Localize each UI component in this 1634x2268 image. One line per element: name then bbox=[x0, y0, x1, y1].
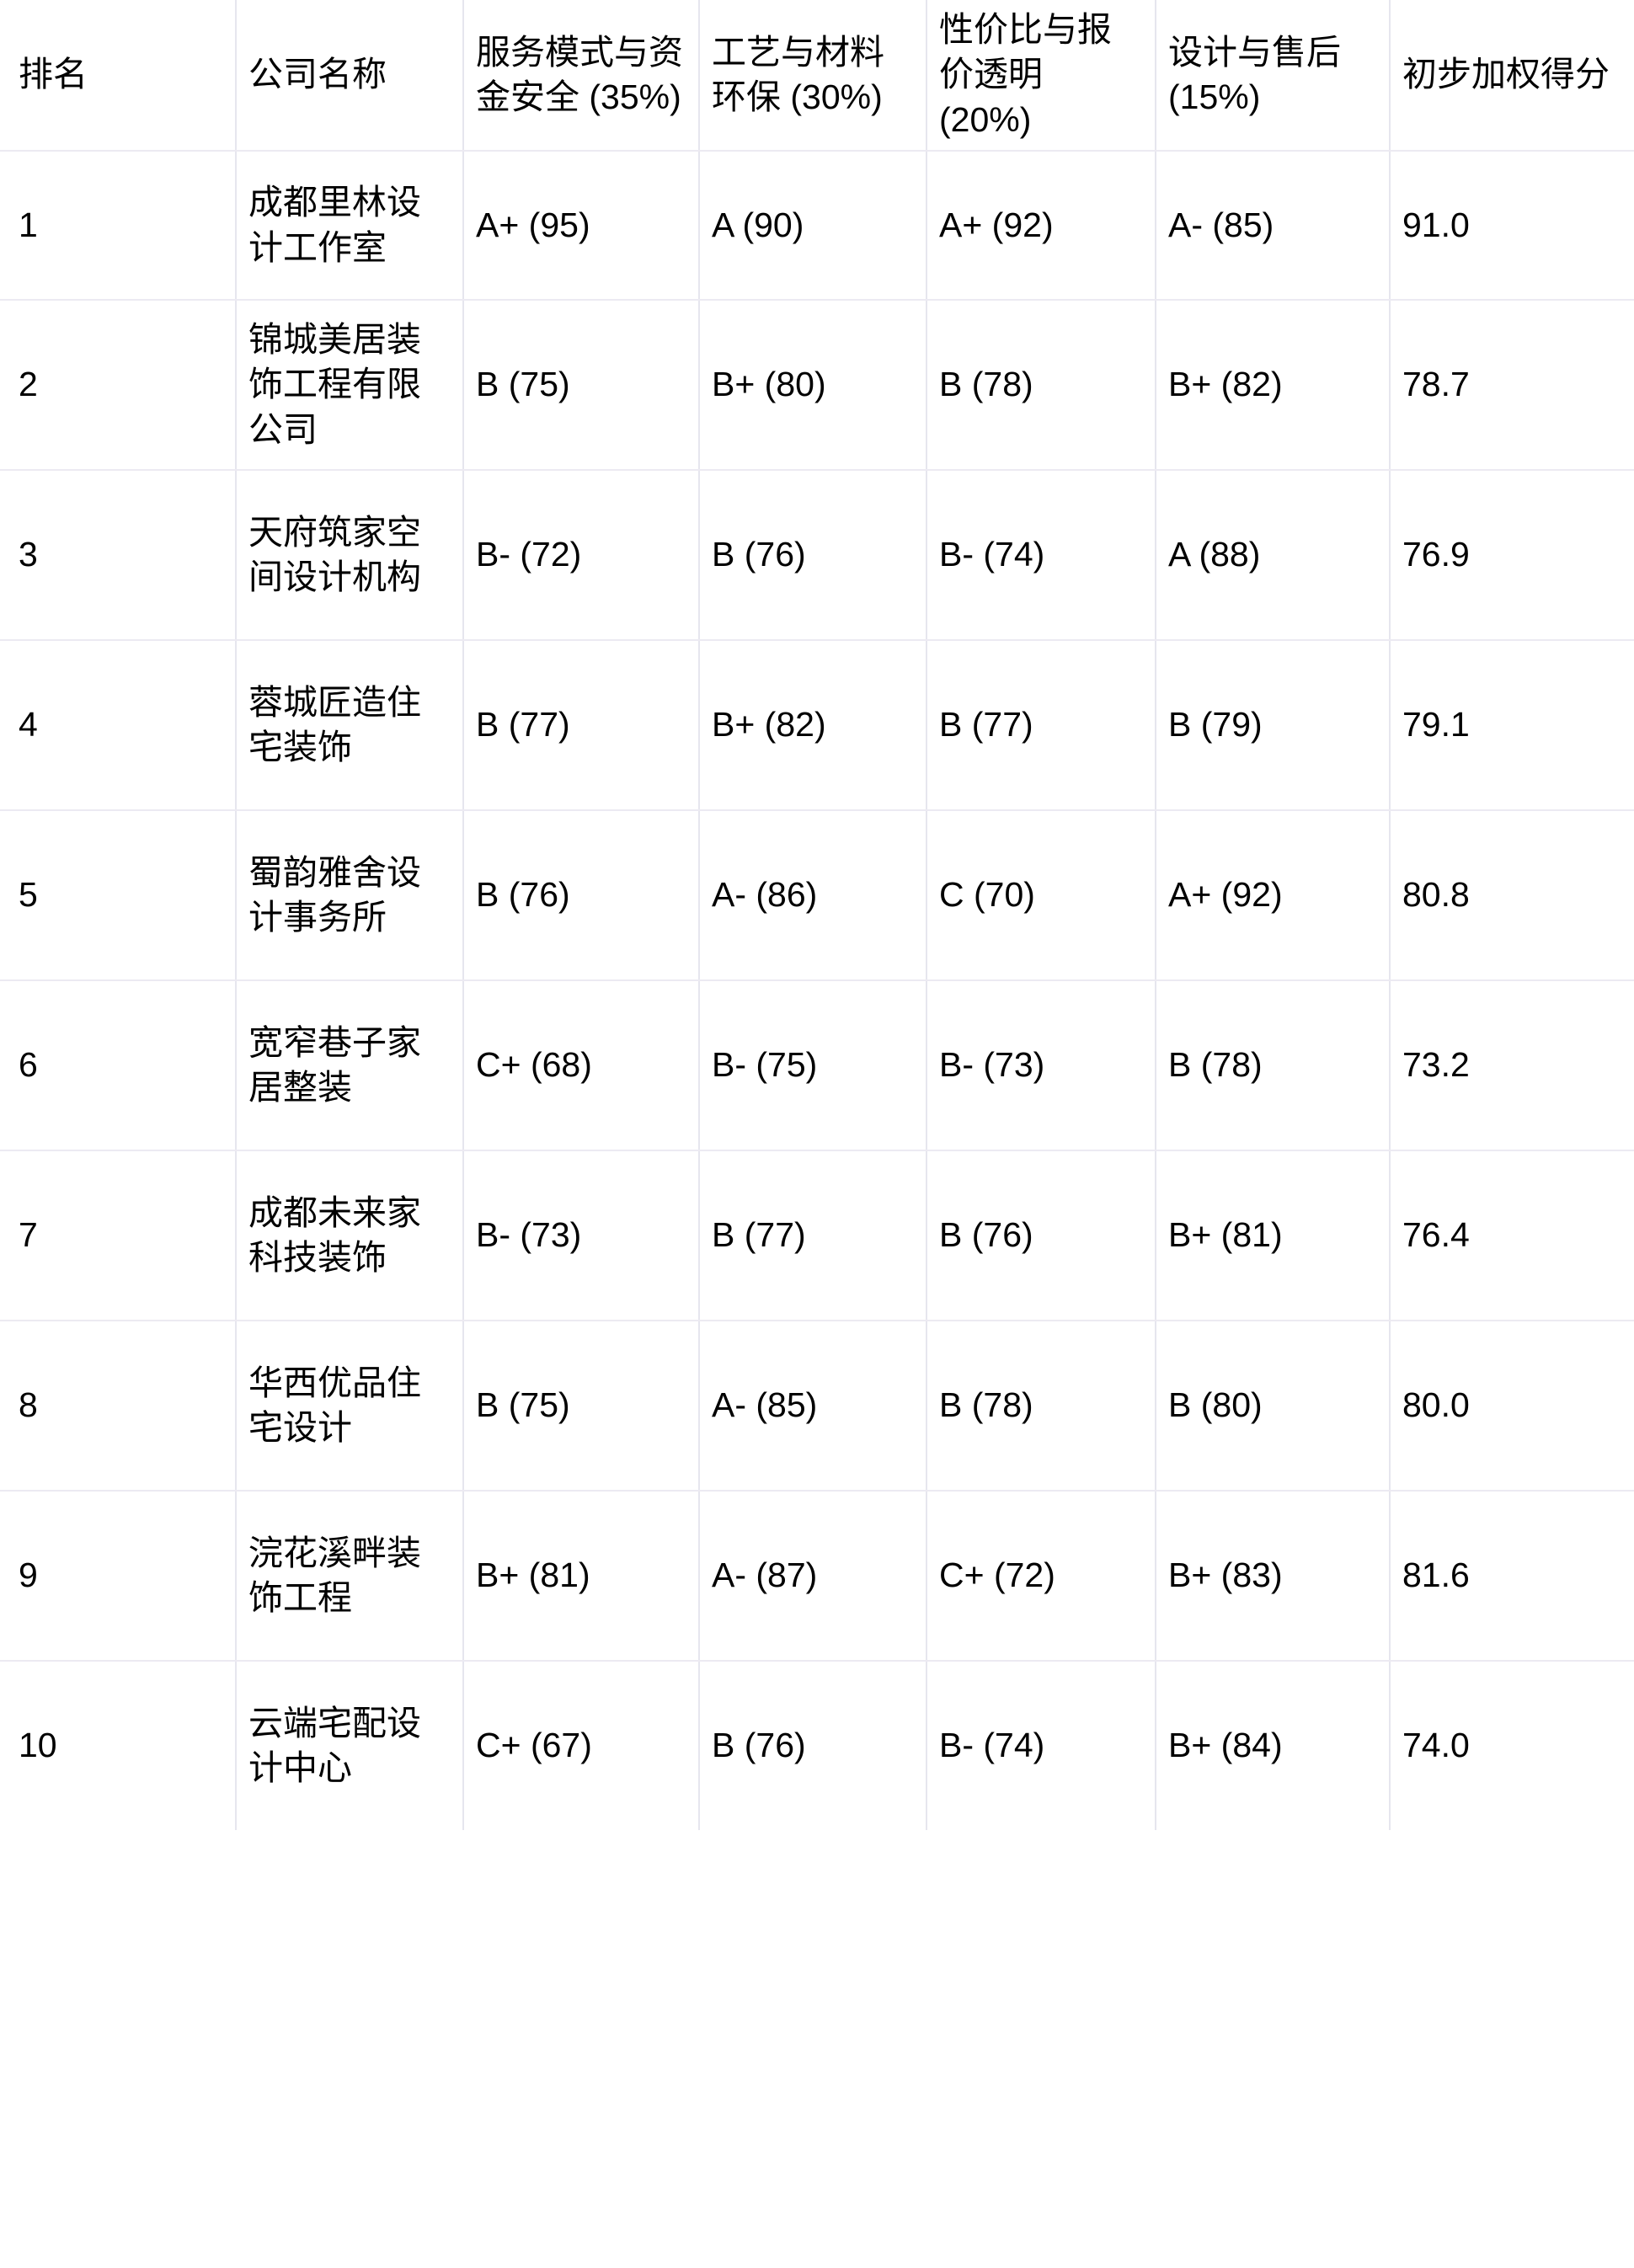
column-header-service-funds-safety: 服务模式与资金安全 (35%) bbox=[462, 0, 700, 152]
cell-rank: 8 bbox=[0, 1320, 237, 1492]
table-row: 2 锦城美居装饰工程有限公司 B (75) B+ (80) B (78) B+ … bbox=[0, 299, 1634, 471]
cell-company: 宽窄巷子家居整装 bbox=[235, 979, 464, 1151]
cell-score-craft-material-eco: B- (75) bbox=[698, 979, 927, 1151]
cell-company: 天府筑家空间设计机构 bbox=[235, 469, 464, 641]
table-header-row: 排名 公司名称 服务模式与资金安全 (35%) 工艺与材料环保 (30%) 性价… bbox=[0, 0, 1634, 152]
table-row: 5 蜀韵雅舍设计事务所 B (76) A- (86) C (70) A+ (92… bbox=[0, 809, 1634, 981]
cell-score-design-aftersales: B+ (83) bbox=[1155, 1490, 1391, 1662]
table-row: 8 华西优品住宅设计 B (75) A- (85) B (78) B (80) … bbox=[0, 1320, 1634, 1492]
cell-score-value-price-transparency: C+ (72) bbox=[926, 1490, 1156, 1662]
cell-weighted-score: 74.0 bbox=[1389, 1660, 1634, 1830]
table-row: 10 云端宅配设计中心 C+ (67) B (76) B- (74) B+ (8… bbox=[0, 1660, 1634, 1830]
cell-score-craft-material-eco: B (77) bbox=[698, 1150, 927, 1321]
cell-score-value-price-transparency: A+ (92) bbox=[926, 150, 1156, 301]
cell-score-design-aftersales: A- (85) bbox=[1155, 150, 1391, 301]
table-row: 6 宽窄巷子家居整装 C+ (68) B- (75) B- (73) B (78… bbox=[0, 979, 1634, 1151]
table-row: 9 浣花溪畔装饰工程 B+ (81) A- (87) C+ (72) B+ (8… bbox=[0, 1490, 1634, 1662]
cell-score-design-aftersales: A+ (92) bbox=[1155, 809, 1391, 981]
cell-company: 蓉城匠造住宅装饰 bbox=[235, 639, 464, 811]
cell-score-service-funds-safety: C+ (67) bbox=[462, 1660, 700, 1830]
cell-weighted-score: 91.0 bbox=[1389, 150, 1634, 301]
cell-company: 成都未来家科技装饰 bbox=[235, 1150, 464, 1321]
column-header-weighted-score: 初步加权得分 bbox=[1389, 0, 1634, 152]
cell-score-value-price-transparency: B- (73) bbox=[926, 979, 1156, 1151]
cell-weighted-score: 81.6 bbox=[1389, 1490, 1634, 1662]
table-row: 4 蓉城匠造住宅装饰 B (77) B+ (82) B (77) B (79) … bbox=[0, 639, 1634, 811]
column-header-company: 公司名称 bbox=[235, 0, 464, 152]
cell-rank: 2 bbox=[0, 299, 237, 471]
cell-score-service-funds-safety: B (75) bbox=[462, 299, 700, 471]
cell-weighted-score: 80.0 bbox=[1389, 1320, 1634, 1492]
cell-weighted-score: 73.2 bbox=[1389, 979, 1634, 1151]
cell-rank: 4 bbox=[0, 639, 237, 811]
cell-weighted-score: 76.4 bbox=[1389, 1150, 1634, 1321]
cell-score-value-price-transparency: C (70) bbox=[926, 809, 1156, 981]
cell-score-service-funds-safety: B (76) bbox=[462, 809, 700, 981]
cell-score-craft-material-eco: B+ (80) bbox=[698, 299, 927, 471]
cell-score-value-price-transparency: B (78) bbox=[926, 1320, 1156, 1492]
cell-company: 华西优品住宅设计 bbox=[235, 1320, 464, 1492]
cell-weighted-score: 80.8 bbox=[1389, 809, 1634, 981]
cell-score-value-price-transparency: B- (74) bbox=[926, 469, 1156, 641]
cell-rank: 6 bbox=[0, 979, 237, 1151]
cell-rank: 7 bbox=[0, 1150, 237, 1321]
cell-score-service-funds-safety: B (75) bbox=[462, 1320, 700, 1492]
cell-score-value-price-transparency: B (76) bbox=[926, 1150, 1156, 1321]
cell-score-craft-material-eco: B (76) bbox=[698, 469, 927, 641]
cell-company: 浣花溪畔装饰工程 bbox=[235, 1490, 464, 1662]
column-header-design-aftersales: 设计与售后 (15%) bbox=[1155, 0, 1391, 152]
cell-score-craft-material-eco: A- (85) bbox=[698, 1320, 927, 1492]
cell-score-service-funds-safety: C+ (68) bbox=[462, 979, 700, 1151]
cell-score-service-funds-safety: B+ (81) bbox=[462, 1490, 700, 1662]
cell-score-service-funds-safety: B- (73) bbox=[462, 1150, 700, 1321]
cell-score-design-aftersales: B+ (81) bbox=[1155, 1150, 1391, 1321]
cell-score-service-funds-safety: A+ (95) bbox=[462, 150, 700, 301]
table-row: 1 成都里林设计工作室 A+ (95) A (90) A+ (92) A- (8… bbox=[0, 150, 1634, 301]
cell-score-value-price-transparency: B- (74) bbox=[926, 1660, 1156, 1830]
cell-weighted-score: 79.1 bbox=[1389, 639, 1634, 811]
cell-score-craft-material-eco: B+ (82) bbox=[698, 639, 927, 811]
cell-score-craft-material-eco: A- (87) bbox=[698, 1490, 927, 1662]
table-body: 1 成都里林设计工作室 A+ (95) A (90) A+ (92) A- (8… bbox=[0, 150, 1634, 1830]
cell-company: 成都里林设计工作室 bbox=[235, 150, 464, 301]
cell-score-value-price-transparency: B (78) bbox=[926, 299, 1156, 471]
company-ranking-table: 排名 公司名称 服务模式与资金安全 (35%) 工艺与材料环保 (30%) 性价… bbox=[0, 0, 1634, 1830]
cell-score-design-aftersales: B (80) bbox=[1155, 1320, 1391, 1492]
cell-weighted-score: 78.7 bbox=[1389, 299, 1634, 471]
cell-score-design-aftersales: B+ (82) bbox=[1155, 299, 1391, 471]
cell-company: 云端宅配设计中心 bbox=[235, 1660, 464, 1830]
cell-rank: 9 bbox=[0, 1490, 237, 1662]
cell-score-design-aftersales: A (88) bbox=[1155, 469, 1391, 641]
table-row: 3 天府筑家空间设计机构 B- (72) B (76) B- (74) A (8… bbox=[0, 469, 1634, 641]
cell-weighted-score: 76.9 bbox=[1389, 469, 1634, 641]
cell-score-design-aftersales: B (78) bbox=[1155, 979, 1391, 1151]
cell-rank: 1 bbox=[0, 150, 237, 301]
column-header-craft-material-eco: 工艺与材料环保 (30%) bbox=[698, 0, 927, 152]
cell-score-service-funds-safety: B- (72) bbox=[462, 469, 700, 641]
cell-score-design-aftersales: B (79) bbox=[1155, 639, 1391, 811]
column-header-value-price-transparency: 性价比与报价透明 (20%) bbox=[926, 0, 1156, 152]
table-row: 7 成都未来家科技装饰 B- (73) B (77) B (76) B+ (81… bbox=[0, 1150, 1634, 1321]
table-header: 排名 公司名称 服务模式与资金安全 (35%) 工艺与材料环保 (30%) 性价… bbox=[0, 0, 1634, 152]
cell-score-craft-material-eco: A- (86) bbox=[698, 809, 927, 981]
cell-rank: 3 bbox=[0, 469, 237, 641]
cell-company: 锦城美居装饰工程有限公司 bbox=[235, 299, 464, 471]
cell-company: 蜀韵雅舍设计事务所 bbox=[235, 809, 464, 981]
cell-score-craft-material-eco: B (76) bbox=[698, 1660, 927, 1830]
cell-score-value-price-transparency: B (77) bbox=[926, 639, 1156, 811]
cell-rank: 5 bbox=[0, 809, 237, 981]
cell-score-design-aftersales: B+ (84) bbox=[1155, 1660, 1391, 1830]
cell-score-service-funds-safety: B (77) bbox=[462, 639, 700, 811]
cell-rank: 10 bbox=[0, 1660, 237, 1830]
column-header-rank: 排名 bbox=[0, 0, 237, 152]
cell-score-craft-material-eco: A (90) bbox=[698, 150, 927, 301]
